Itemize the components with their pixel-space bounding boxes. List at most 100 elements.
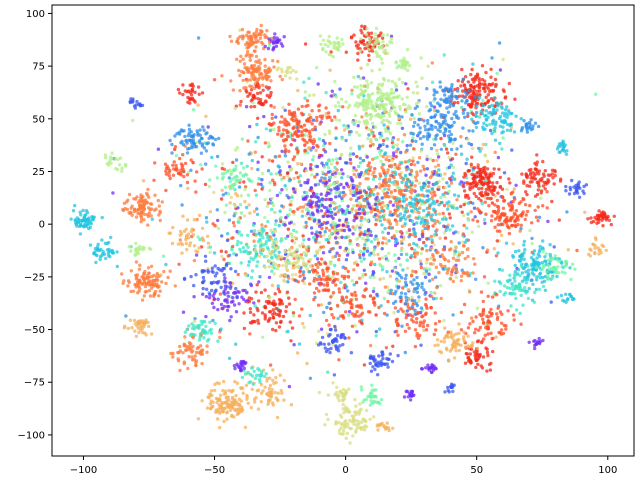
- data-point: [430, 115, 434, 120]
- data-point: [354, 314, 358, 318]
- data-point: [281, 120, 286, 124]
- data-point: [310, 217, 314, 221]
- data-point: [146, 206, 151, 210]
- data-point: [381, 142, 385, 147]
- data-point: [480, 190, 484, 194]
- data-point: [477, 115, 482, 119]
- data-point: [480, 186, 484, 191]
- data-point: [252, 313, 256, 317]
- data-point: [312, 139, 317, 144]
- data-point: [220, 177, 225, 181]
- data-point: [403, 63, 408, 68]
- data-point: [146, 187, 150, 192]
- data-point: [306, 103, 310, 108]
- data-point: [315, 118, 319, 123]
- data-point: [434, 367, 438, 371]
- data-point: [490, 113, 494, 117]
- data-point: [202, 128, 206, 132]
- data-point: [362, 104, 367, 109]
- data-point: [462, 189, 467, 193]
- data-point: [439, 136, 443, 141]
- data-point: [305, 168, 309, 173]
- data-point: [534, 265, 538, 269]
- data-point: [496, 104, 500, 108]
- data-point: [531, 171, 535, 175]
- data-point: [465, 92, 469, 97]
- data-point: [389, 34, 394, 38]
- data-point: [242, 180, 246, 184]
- data-point: [394, 95, 399, 99]
- data-point: [336, 48, 341, 52]
- data-point: [179, 141, 183, 145]
- data-point: [349, 161, 353, 165]
- data-point: [275, 267, 280, 271]
- data-point: [191, 160, 195, 165]
- data-point: [571, 262, 575, 266]
- data-point: [523, 203, 528, 207]
- data-point: [272, 127, 276, 132]
- data-point: [165, 164, 169, 168]
- data-point: [313, 238, 317, 242]
- data-point: [446, 151, 450, 155]
- data-point: [375, 424, 379, 428]
- data-point: [269, 301, 273, 305]
- data-point: [445, 348, 449, 352]
- data-point: [142, 207, 147, 211]
- data-point: [249, 275, 254, 280]
- data-point: [281, 314, 286, 319]
- data-point: [516, 268, 521, 272]
- data-point: [480, 366, 485, 370]
- data-point: [368, 417, 372, 421]
- data-point: [358, 49, 362, 53]
- data-point: [251, 66, 255, 71]
- data-point: [425, 306, 429, 310]
- data-point: [364, 287, 368, 291]
- data-point: [519, 200, 523, 204]
- data-point: [386, 258, 390, 263]
- data-point: [530, 241, 534, 246]
- data-point: [135, 320, 139, 325]
- data-point: [456, 100, 460, 105]
- data-point: [253, 304, 257, 308]
- data-point: [417, 112, 422, 116]
- data-point: [532, 300, 536, 304]
- data-point: [138, 104, 142, 108]
- data-point: [348, 410, 352, 414]
- data-point: [187, 127, 192, 132]
- data-point: [120, 272, 124, 276]
- data-point: [253, 188, 257, 193]
- data-point: [259, 182, 263, 186]
- data-point: [378, 67, 382, 72]
- data-point: [315, 277, 320, 282]
- data-point: [111, 191, 115, 195]
- data-point: [115, 264, 120, 269]
- data-point: [243, 172, 248, 176]
- data-point: [276, 287, 281, 291]
- data-point: [518, 273, 522, 278]
- data-point: [348, 441, 352, 445]
- data-point: [507, 231, 512, 236]
- data-point: [405, 230, 409, 235]
- data-point: [452, 112, 456, 116]
- data-point: [358, 40, 363, 44]
- data-point: [530, 180, 534, 184]
- data-point: [205, 220, 209, 224]
- data-point: [489, 97, 494, 101]
- data-point: [500, 195, 504, 199]
- data-point: [502, 213, 507, 217]
- data-point: [306, 211, 310, 216]
- data-point: [533, 167, 537, 171]
- data-point: [278, 310, 282, 314]
- data-point: [537, 341, 542, 346]
- data-point: [282, 175, 286, 180]
- data-point: [341, 297, 345, 302]
- data-point: [500, 119, 504, 123]
- data-point: [157, 274, 161, 278]
- data-point: [248, 307, 252, 311]
- data-point: [509, 304, 513, 308]
- data-point: [307, 76, 311, 81]
- data-point: [258, 275, 262, 279]
- data-point: [270, 159, 275, 163]
- data-point: [505, 215, 509, 220]
- data-point: [367, 133, 371, 137]
